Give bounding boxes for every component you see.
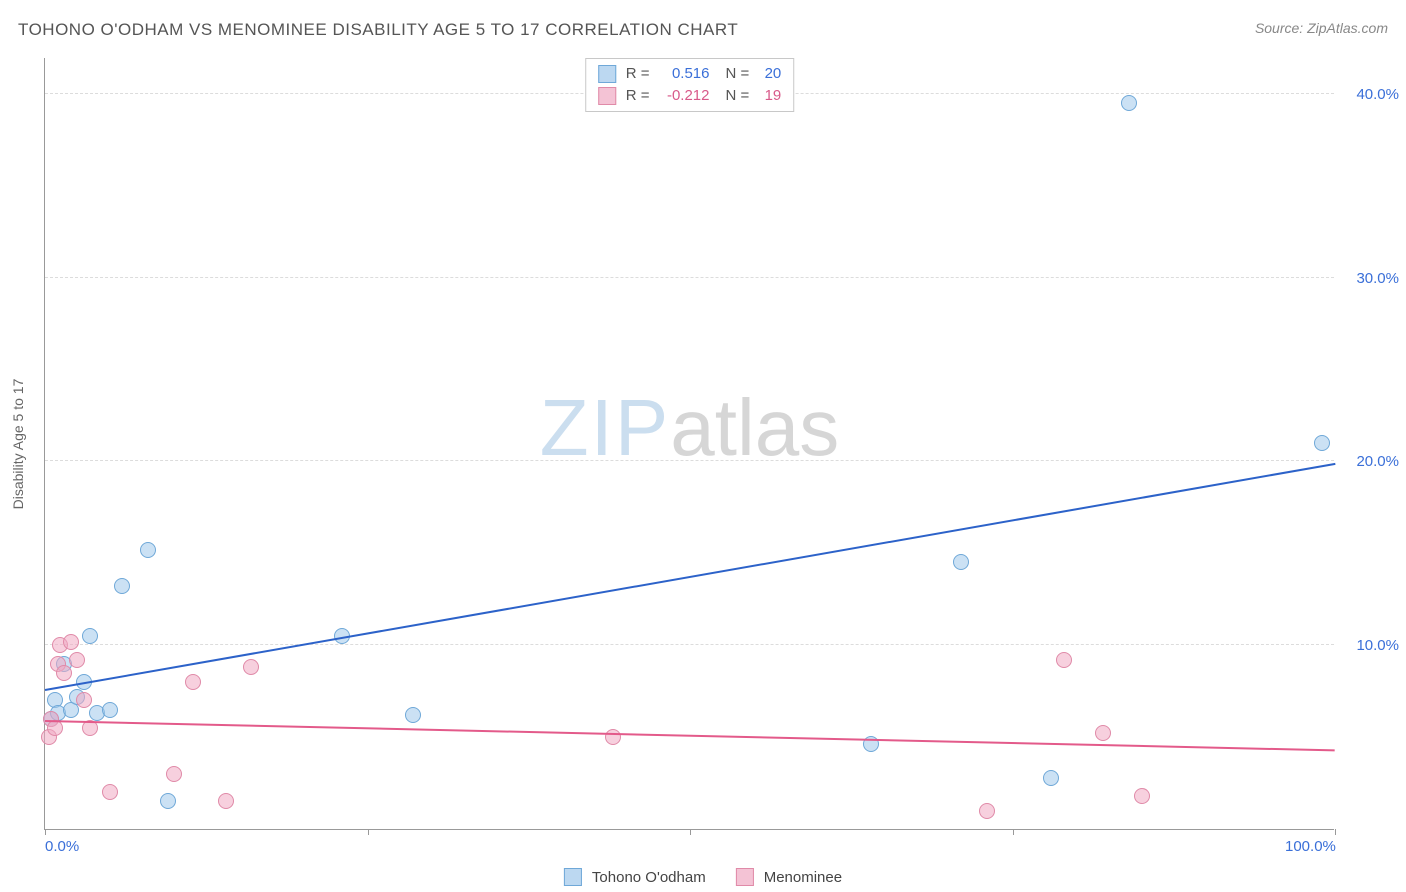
- swatch-a-icon: [564, 868, 582, 886]
- data-point: [405, 707, 421, 723]
- source-attribution: Source: ZipAtlas.com: [1255, 20, 1388, 36]
- data-point: [1095, 725, 1111, 741]
- correlation-legend: R = 0.516 N = 20 R = -0.212 N = 19: [585, 58, 795, 112]
- gridline: [45, 460, 1334, 461]
- n-label: N =: [726, 85, 750, 107]
- x-tick: [1335, 829, 1336, 835]
- data-point: [1121, 95, 1137, 111]
- legend-item-a: Tohono O'odham: [564, 868, 706, 886]
- r-label: R =: [626, 85, 650, 107]
- data-point: [185, 674, 201, 690]
- data-point: [56, 665, 72, 681]
- y-tick-label: 10.0%: [1339, 637, 1399, 654]
- watermark-part1: ZIP: [540, 383, 670, 472]
- data-point: [953, 554, 969, 570]
- y-tick-label: 40.0%: [1339, 86, 1399, 103]
- n-value-a: 20: [755, 63, 781, 85]
- watermark-part2: atlas: [670, 383, 839, 472]
- trend-line: [45, 720, 1335, 751]
- chart-area: Disability Age 5 to 17 ZIPatlas R = 0.51…: [44, 58, 1384, 830]
- chart-title: TOHONO O'ODHAM VS MENOMINEE DISABILITY A…: [18, 20, 738, 40]
- swatch-series-b: [598, 87, 616, 105]
- data-point: [82, 628, 98, 644]
- trend-line: [45, 463, 1335, 691]
- data-point: [979, 803, 995, 819]
- x-tick-label: 100.0%: [1285, 838, 1336, 855]
- data-point: [1314, 435, 1330, 451]
- x-tick: [1013, 829, 1014, 835]
- data-point: [76, 692, 92, 708]
- legend-row-series-b: R = -0.212 N = 19: [598, 85, 782, 107]
- n-value-b: 19: [755, 85, 781, 107]
- data-point: [102, 702, 118, 718]
- plot-region: ZIPatlas R = 0.516 N = 20 R = -0.212 N =…: [44, 58, 1334, 830]
- legend-label-a: Tohono O'odham: [592, 869, 706, 886]
- data-point: [1043, 770, 1059, 786]
- data-point: [114, 578, 130, 594]
- data-point: [160, 793, 176, 809]
- x-tick: [45, 829, 46, 835]
- data-point: [243, 659, 259, 675]
- swatch-b-icon: [736, 868, 754, 886]
- gridline: [45, 277, 1334, 278]
- legend-label-b: Menominee: [764, 869, 842, 886]
- legend-row-series-a: R = 0.516 N = 20: [598, 63, 782, 85]
- y-tick-label: 20.0%: [1339, 453, 1399, 470]
- data-point: [1056, 652, 1072, 668]
- data-point: [1134, 788, 1150, 804]
- gridline: [45, 644, 1334, 645]
- x-tick: [690, 829, 691, 835]
- data-point: [102, 784, 118, 800]
- r-value-a: 0.516: [656, 63, 710, 85]
- x-tick: [368, 829, 369, 835]
- data-point: [140, 542, 156, 558]
- x-tick-label: 0.0%: [45, 838, 79, 855]
- y-axis-label: Disability Age 5 to 17: [10, 379, 26, 510]
- data-point: [605, 729, 621, 745]
- data-point: [69, 652, 85, 668]
- swatch-series-a: [598, 65, 616, 83]
- data-point: [166, 766, 182, 782]
- series-legend: Tohono O'odham Menominee: [564, 868, 842, 886]
- n-label: N =: [726, 63, 750, 85]
- r-label: R =: [626, 63, 650, 85]
- data-point: [63, 634, 79, 650]
- y-tick-label: 30.0%: [1339, 270, 1399, 287]
- r-value-b: -0.212: [656, 85, 710, 107]
- legend-item-b: Menominee: [736, 868, 842, 886]
- data-point: [218, 793, 234, 809]
